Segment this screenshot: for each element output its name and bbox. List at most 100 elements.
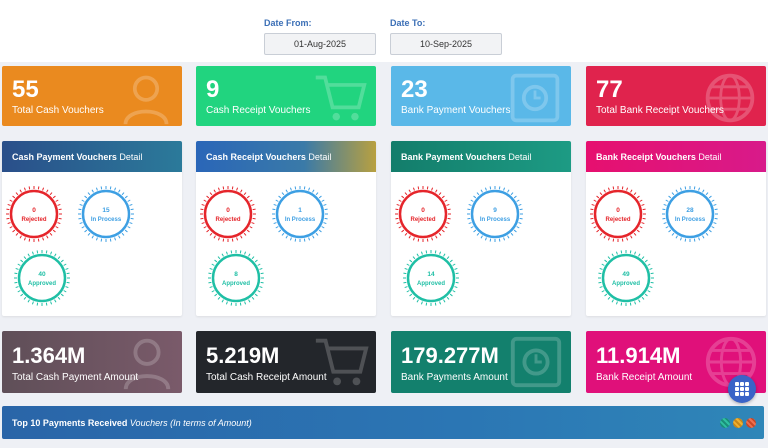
gauge-approved[interactable]: 40 Approved — [14, 250, 70, 306]
amount-card-cash-payment[interactable]: 1.364M Total Cash Payment Amount — [2, 331, 182, 393]
gauge-ring — [211, 253, 261, 303]
apps-menu-button[interactable] — [728, 375, 756, 403]
gauge-tick — [607, 187, 610, 191]
gauge-ring — [593, 189, 643, 239]
gauge-tick — [607, 237, 610, 241]
gauge-rejected[interactable]: 0 Rejected — [6, 186, 62, 242]
gauge-rejected[interactable]: 0 Rejected — [590, 186, 646, 242]
gauge-tick — [294, 186, 297, 190]
gauge-tick — [23, 237, 26, 241]
gauge-tick — [203, 226, 207, 229]
gauge-tick — [208, 272, 212, 275]
gauge-tick — [593, 226, 597, 229]
stat-card-bank-payment[interactable]: 23 Bank Payment Vouchers — [391, 66, 571, 126]
amount-label: Total Cash Receipt Amount — [206, 372, 327, 383]
gauge-approved[interactable]: 14 Approved — [403, 250, 459, 306]
gauge-in-process[interactable]: 28 In Process — [662, 186, 718, 242]
gauge-tick — [396, 203, 400, 206]
gauge-value: 8 — [234, 271, 238, 278]
gauge-tick — [446, 256, 450, 260]
card-header[interactable]: Bank Payment Vouchers Detail — [391, 141, 571, 172]
gauge-tick — [58, 217, 62, 220]
gauge-tick — [641, 203, 645, 206]
gauge-rejected[interactable]: 0 Rejected — [395, 186, 451, 242]
gauge-tick — [444, 199, 448, 202]
panel-control-dot-green[interactable] — [720, 418, 730, 428]
gauge-tick — [213, 189, 216, 193]
stat-value: 9 — [206, 76, 220, 103]
gauge-tick — [513, 195, 517, 199]
gauge-tick — [31, 251, 34, 255]
amount-card-bank-payments[interactable]: 179.277M Bank Payments Amount — [391, 331, 571, 393]
gauge-ring — [203, 189, 253, 239]
panel-control-dot-yellow[interactable] — [733, 418, 743, 428]
gauge-in-process[interactable]: 15 In Process — [78, 186, 134, 242]
gauge-tick — [214, 293, 218, 297]
gauge-tick — [649, 267, 653, 270]
gauge-tick — [468, 222, 472, 225]
gauge-tick — [315, 232, 319, 236]
gauge-tick — [273, 222, 277, 225]
gauge-value: 0 — [616, 207, 620, 214]
gauge-tick — [420, 301, 423, 305]
gauge-tick — [222, 186, 225, 190]
safe-icon — [510, 336, 562, 388]
stat-card-bank-receipt[interactable]: 77 Total Bank Receipt Vouchers — [586, 66, 766, 126]
gauge-label: Approved — [417, 281, 445, 287]
gauge-tick — [17, 290, 21, 293]
date-to-input[interactable]: 10-Sep-2025 — [390, 33, 502, 55]
gauge-tick — [28, 238, 31, 242]
gauge-tick — [599, 192, 603, 196]
gauge-tick — [435, 189, 438, 193]
card-header[interactable]: Cash Payment Vouchers Detail — [2, 141, 182, 172]
gauge-approved[interactable]: 8 Approved — [208, 250, 264, 306]
gauge-tick — [435, 235, 438, 239]
gauge-in-process[interactable]: 9 In Process — [467, 186, 523, 242]
stat-card-cash-vouchers[interactable]: 55 Total Cash Vouchers — [2, 66, 182, 126]
gauge-tick — [647, 290, 651, 293]
gauge-in-process[interactable]: 1 In Process — [272, 186, 328, 242]
date-to-label: Date To: — [390, 18, 426, 28]
gauge-tick — [621, 186, 624, 190]
gauge-tick — [671, 192, 675, 196]
amount-card-cash-receipt[interactable]: 5.219M Total Cash Receipt Amount — [196, 331, 376, 393]
gauge-tick — [60, 293, 64, 297]
gauge-tick — [20, 293, 24, 297]
gauge-tick — [324, 217, 328, 220]
gauge-tick — [58, 208, 62, 211]
card-header[interactable]: Bank Receipt Vouchers Detail — [586, 141, 766, 172]
status-gauges: 0 Rejected 1 In Process 8 Approved — [200, 186, 328, 306]
gauge-tick — [507, 235, 510, 239]
gauge-label: Approved — [612, 281, 640, 287]
gauge-rejected[interactable]: 0 Rejected — [200, 186, 256, 242]
gauge-tick — [638, 299, 641, 303]
gauge-value: 15 — [102, 207, 110, 214]
gauge-tick — [641, 256, 645, 260]
gauge-tick — [684, 238, 687, 242]
gauge-tick — [118, 189, 121, 193]
stat-card-cash-receipt[interactable]: 9 Cash Receipt Vouchers — [196, 66, 376, 126]
gauge-tick — [200, 217, 204, 220]
gauge-tick — [249, 226, 253, 229]
date-from-input[interactable]: 01-Aug-2025 — [264, 33, 376, 55]
gauge-label: Approved — [28, 281, 56, 287]
gauge-tick — [634, 251, 637, 255]
gauge-tick — [484, 237, 487, 241]
gauge-tick — [54, 253, 57, 257]
gauge-tick — [516, 199, 520, 202]
panel-control-dot-red[interactable] — [746, 418, 756, 428]
gauge-tick — [431, 237, 434, 241]
gauge-ring — [470, 189, 520, 239]
gauge-tick — [431, 187, 434, 191]
gauge-tick — [641, 222, 645, 225]
gauge-tick — [217, 256, 221, 260]
card-header[interactable]: Cash Receipt Vouchers Detail — [196, 141, 376, 172]
gauge-value: 0 — [32, 207, 36, 214]
gauge-tick — [663, 203, 667, 206]
card-title: Cash Payment Vouchers — [12, 152, 117, 162]
gauge-approved[interactable]: 49 Approved — [598, 250, 654, 306]
gauge-tick — [239, 250, 242, 254]
gauge-tick — [642, 208, 646, 211]
gauge-tick — [124, 195, 128, 199]
gauge-label: In Process — [285, 217, 316, 223]
